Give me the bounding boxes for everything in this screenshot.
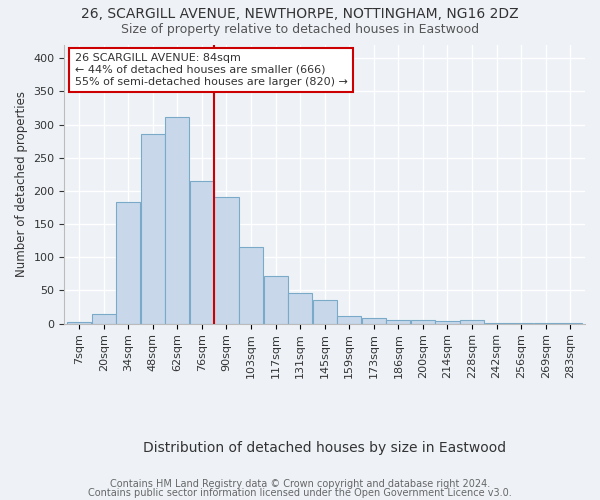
Bar: [558, 323, 582, 324]
Bar: [166, 116, 190, 324]
Bar: [436, 321, 460, 324]
Text: Contains HM Land Registry data © Crown copyright and database right 2024.: Contains HM Land Registry data © Crown c…: [110, 479, 490, 489]
Bar: [313, 300, 337, 324]
Bar: [386, 320, 410, 324]
Bar: [92, 314, 116, 324]
Bar: [239, 246, 263, 324]
Bar: [288, 293, 312, 324]
Bar: [362, 318, 386, 324]
Text: Contains public sector information licensed under the Open Government Licence v3: Contains public sector information licen…: [88, 488, 512, 498]
Bar: [411, 320, 435, 324]
Text: 26, SCARGILL AVENUE, NEWTHORPE, NOTTINGHAM, NG16 2DZ: 26, SCARGILL AVENUE, NEWTHORPE, NOTTINGH…: [81, 8, 519, 22]
Text: 26 SCARGILL AVENUE: 84sqm
← 44% of detached houses are smaller (666)
55% of semi: 26 SCARGILL AVENUE: 84sqm ← 44% of detac…: [75, 54, 347, 86]
Bar: [509, 323, 533, 324]
Bar: [460, 320, 484, 324]
Y-axis label: Number of detached properties: Number of detached properties: [15, 92, 28, 278]
Bar: [141, 134, 165, 324]
Bar: [263, 276, 287, 324]
Bar: [337, 316, 361, 324]
Bar: [214, 197, 239, 324]
Bar: [485, 323, 509, 324]
Bar: [67, 322, 91, 324]
Text: Size of property relative to detached houses in Eastwood: Size of property relative to detached ho…: [121, 22, 479, 36]
Bar: [190, 181, 214, 324]
Bar: [116, 202, 140, 324]
Bar: [533, 323, 558, 324]
X-axis label: Distribution of detached houses by size in Eastwood: Distribution of detached houses by size …: [143, 441, 506, 455]
